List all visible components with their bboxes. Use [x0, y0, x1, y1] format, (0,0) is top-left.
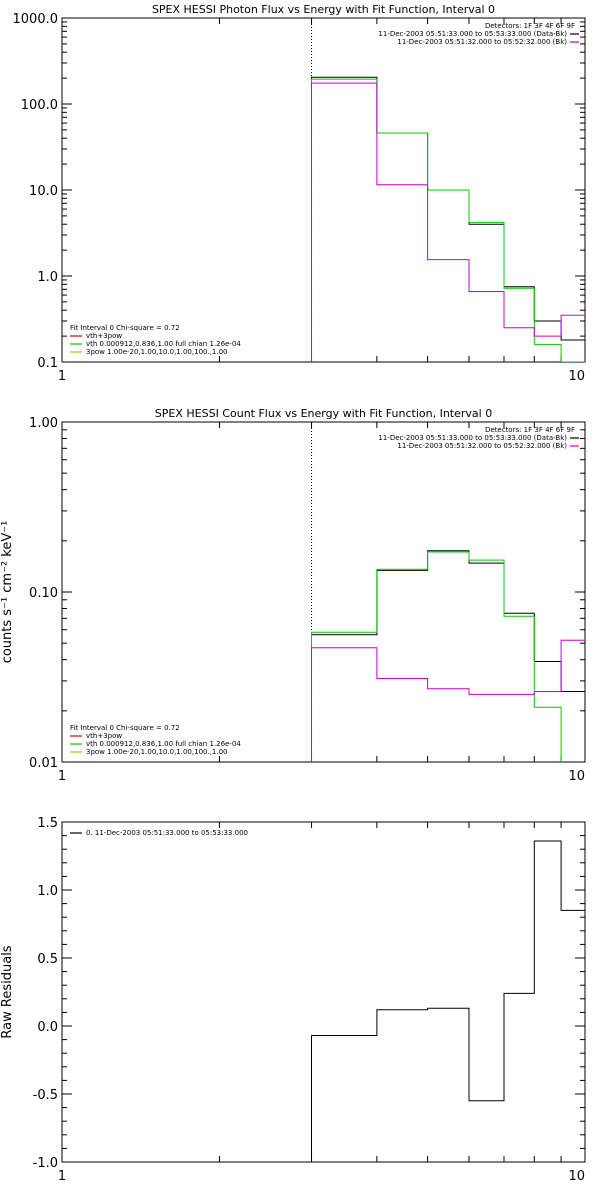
y-tick-label: -0.5: [33, 1088, 58, 1103]
chart-panel-0: SPEX HESSI Photon Flux vs Energy with Fi…: [13, 3, 586, 384]
legend-right-entry-label: 11-Dec-2003 05:51:32.000 to 05:52:32.000…: [397, 442, 567, 450]
y-tick-label: 1.00: [29, 416, 58, 431]
chart-title: SPEX HESSI Count Flux vs Energy with Fit…: [155, 407, 492, 420]
y-tick-label: 0.1: [37, 356, 58, 371]
legend-left-entry-label: 3pow 1.00e-20,1.00,10.0,1.00,100.,1.00: [86, 748, 228, 756]
x-tick-label: 10: [568, 1169, 585, 1184]
legend-left-entry-label: vth 0.000912,0.836,1.00 full chian 1.26e…: [86, 740, 241, 748]
legend-left-header: Fit Interval 0 Chi-square = 0.72: [70, 324, 180, 332]
legend-right-entry-label: 11-Dec-2003 05:51:32.000 to 05:52:32.000…: [397, 38, 567, 46]
y-tick-label: 10.0: [29, 184, 58, 199]
x-tick-label: 1: [58, 369, 66, 384]
y-tick-label: 1.0: [37, 270, 58, 285]
legend-right-entry-label: 11-Dec-2003 05:51:33.000 to 05:53:33.000…: [378, 30, 567, 38]
chart-panel-2: -1.0 -0.5 0.0 0.5 1.0 1.5 1 10 Raw Residuals 0. 1…: [0, 816, 586, 1184]
x-tick-label: 1: [58, 769, 66, 784]
y-tick-label: 1000.0: [13, 12, 59, 27]
y-tick-label: 1.5: [37, 816, 58, 831]
y-tick-label: 1.0: [37, 884, 58, 899]
legend-left-entry-label: vth+3pow: [86, 332, 122, 340]
y-tick-label: -1.0: [33, 1156, 58, 1171]
legend-right-header: Detectors: 1F 3F 4F 6F 9F: [485, 426, 575, 434]
y-tick-label: 0.10: [29, 586, 58, 601]
x-tick-label: 1: [58, 1169, 66, 1184]
series-step-line-2: [311, 82, 585, 362]
legend-left-entry-label: vth+3pow: [86, 732, 122, 740]
y-axis-label: counts s⁻¹ cm⁻² keV⁻¹: [0, 521, 15, 664]
y-tick-label: 0.0: [37, 1020, 58, 1035]
y-tick-label: 100.0: [21, 98, 58, 113]
plot-area-1: [311, 550, 585, 762]
x-tick-label: 10: [568, 369, 585, 384]
plot-frame: [61, 17, 586, 363]
legend-left-header: Fit Interval 0 Chi-square = 0.72: [70, 724, 180, 732]
series-step-line-2: [311, 639, 585, 762]
y-tick-label: 0.01: [29, 756, 58, 771]
chart-title: SPEX HESSI Photon Flux vs Energy with Fi…: [152, 3, 495, 16]
y-tick-label: 0.5: [37, 952, 58, 967]
series-step-line-0: [311, 840, 585, 1162]
plot-area-2: [311, 840, 585, 1162]
plot-frame: [61, 421, 586, 763]
chart-panel-1: SPEX HESSI Count Flux vs Energy with Fit…: [0, 407, 586, 784]
legend-left-entry-label: 3pow 1.00e-20,1.00,10.0,1.00,100.,1.00: [86, 348, 228, 356]
series-step-line-0: [311, 550, 585, 762]
legend-right-header: Detectors: 1F 3F 4F 6F 9F: [485, 22, 575, 30]
legend-right-entry-label: 11-Dec-2003 05:51:33.000 to 05:53:33.000…: [378, 434, 567, 442]
legend-left-entry-label: vth 0.000912,0.836,1.00 full chian 1.26e…: [86, 340, 241, 348]
y-axis-label: Raw Residuals: [0, 945, 15, 1038]
legend-left-entry-label: 0. 11-Dec-2003 05:51:33.000 to 05:53:33.…: [86, 829, 248, 837]
plot-area-0: [311, 76, 585, 362]
series-step-line-1: [311, 551, 562, 762]
plot-frame: [61, 821, 586, 1163]
x-tick-label: 10: [568, 769, 585, 784]
